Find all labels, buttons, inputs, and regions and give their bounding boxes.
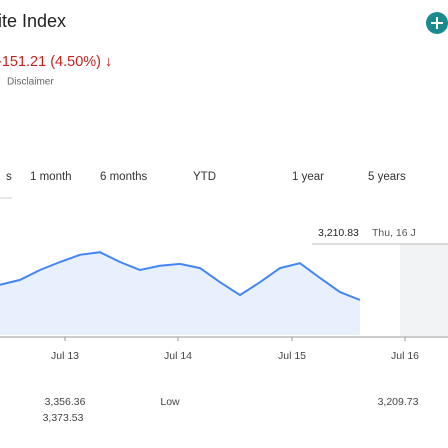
range-tab[interactable]: 1 year — [292, 171, 324, 183]
range-tab[interactable]: 6 months — [100, 171, 148, 183]
range-tab[interactable]: 5 years — [368, 171, 406, 183]
disclaimer[interactable]: Disclaimer — [7, 77, 54, 88]
tooltip-value: 3,210.83 — [318, 227, 359, 239]
range-tab[interactable]: s — [6, 171, 12, 183]
stat-value: 3,209.73 — [378, 396, 419, 408]
title: ite Index — [0, 11, 66, 31]
line-area — [0, 252, 360, 335]
add-button[interactable] — [426, 12, 448, 34]
price-line — [0, 251, 361, 301]
future-region — [400, 244, 448, 336]
stat-value: 3,373.53 — [43, 412, 84, 424]
stat-value: Low — [160, 396, 180, 408]
x-tick-label: Jul 13 — [51, 350, 79, 362]
x-tick-label: Jul 15 — [278, 350, 306, 362]
tooltip-date: Thu, 16 J — [372, 227, 416, 239]
range-tab[interactable]: 1 month — [30, 171, 72, 183]
x-tick-label: Jul 14 — [164, 350, 192, 362]
price-change: -151.21 (4.50%) ↓ — [0, 54, 112, 70]
range-tab[interactable]: YTD — [193, 171, 216, 183]
x-tick-label: Jul 16 — [391, 350, 419, 362]
stat-value: 3,356.36 — [45, 396, 86, 408]
